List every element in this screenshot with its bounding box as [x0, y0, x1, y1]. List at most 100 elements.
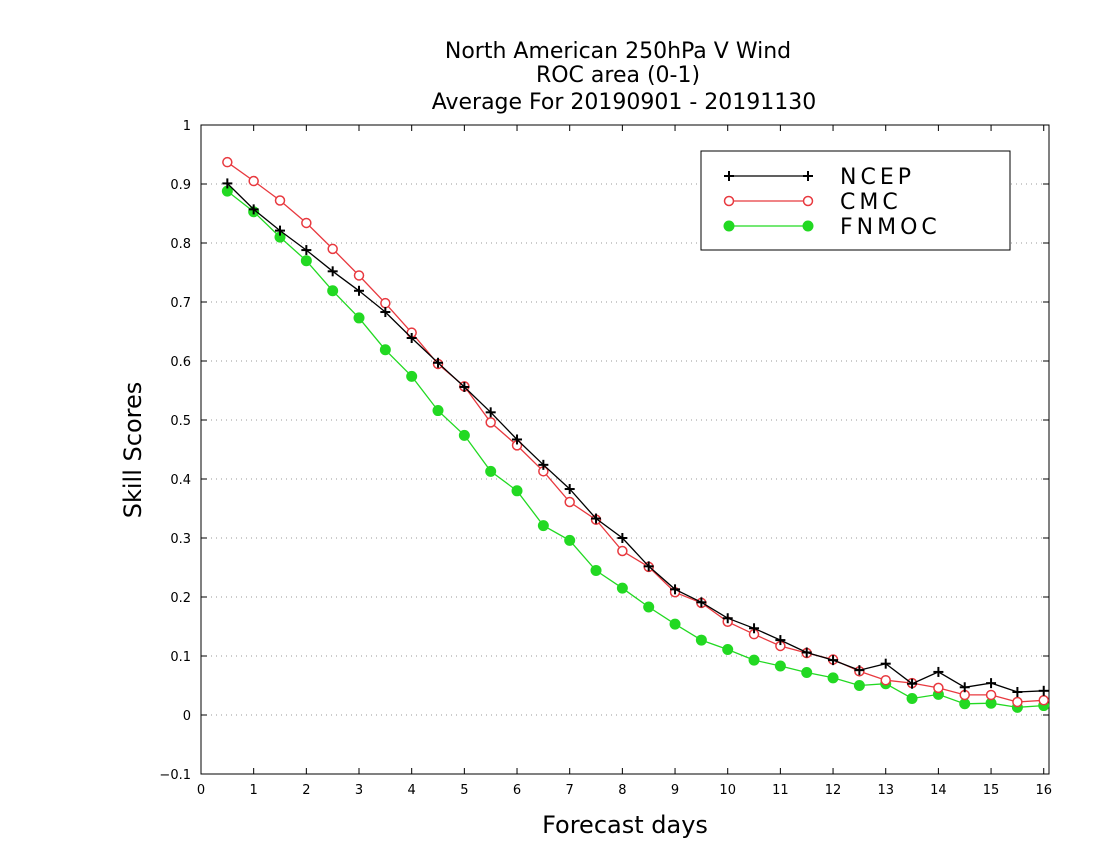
data-point-ncep [617, 533, 628, 543]
x-axis-label: Forecast days [542, 811, 708, 839]
x-tick-label: 4 [408, 783, 416, 798]
y-tick-label: 0.7 [170, 296, 191, 311]
data-point-cmc [380, 297, 391, 309]
data-point-fnmoc [906, 692, 918, 704]
data-point-ncep [538, 459, 549, 470]
data-point-ncep [933, 666, 944, 677]
data-point-ncep [828, 655, 839, 666]
series-line-fnmoc [226, 190, 1044, 708]
title-line-1: North American 250hPa V Wind [445, 39, 791, 64]
data-point-fnmoc [959, 698, 971, 710]
legend-label: CMC [840, 190, 902, 215]
y-axis: −0.1 0 0.1 0.2 0.3 0.4 0.5 0.6 0.7 0.8 0.9 1 [159, 119, 1049, 783]
y-tick-label: −0.1 [159, 768, 191, 783]
data-point-fnmoc [353, 312, 365, 324]
legend-item-cmc: CMC [723, 190, 902, 215]
data-point-cmc [933, 682, 944, 694]
data-point-cmc [617, 545, 628, 557]
data-point-ncep [775, 635, 786, 646]
legend-marker [803, 171, 813, 181]
legend-marker [723, 195, 735, 207]
data-point-cmc [301, 217, 312, 229]
data-point-fnmoc [643, 601, 655, 613]
data-point-fnmoc [774, 660, 786, 672]
grid [201, 183, 1049, 716]
title-line-3: Average For 20190901 - 20191130 [432, 90, 817, 115]
data-point-fnmoc [379, 344, 391, 356]
y-tick-label: 0.9 [170, 178, 191, 193]
x-tick-label: 10 [719, 783, 736, 798]
data-point-fnmoc [748, 654, 760, 666]
data-point-ncep [880, 658, 891, 669]
legend-item-ncep: NCEP [724, 165, 915, 190]
data-point-cmc [327, 243, 338, 255]
data-point-fnmoc [827, 672, 839, 684]
x-tick-label: 13 [877, 783, 894, 798]
x-tick-label: 5 [460, 783, 468, 798]
data-point-cmc [1012, 696, 1023, 708]
data-point-cmc [248, 175, 259, 187]
data-point-fnmoc [432, 405, 444, 417]
y-tick-label: 1 [183, 119, 191, 134]
data-point-fnmoc [590, 564, 602, 576]
x-tick-label: 6 [513, 783, 521, 798]
x-tick-label: 0 [197, 783, 205, 798]
data-point-fnmoc [406, 370, 418, 382]
data-point-fnmoc [695, 634, 707, 646]
data-point-ncep [959, 682, 970, 693]
data-point-ncep [564, 484, 575, 495]
data-point-cmc [880, 674, 891, 686]
data-point-ncep [380, 307, 391, 318]
data-point-ncep [696, 597, 707, 608]
data-point-cmc [985, 689, 997, 701]
legend-label: FNMOC [840, 215, 941, 240]
data-point-fnmoc [458, 429, 470, 441]
x-tick-label: 15 [983, 783, 1000, 798]
data-point-fnmoc [327, 285, 339, 297]
x-tick-label: 2 [302, 783, 310, 798]
x-tick-label: 7 [566, 783, 574, 798]
y-tick-label: 0.8 [170, 237, 191, 252]
data-point-cmc [274, 195, 286, 206]
y-tick-label: 0.5 [170, 414, 191, 429]
data-point-fnmoc [616, 582, 628, 594]
data-point-ncep [749, 623, 760, 634]
data-point-ncep [327, 266, 338, 277]
data-point-fnmoc [564, 534, 576, 546]
legend-label: NCEP [840, 165, 915, 190]
x-tick-label: 3 [355, 783, 363, 798]
y-axis-label: Skill Scores [119, 382, 147, 519]
legend-marker [724, 171, 734, 181]
data-point-cmc [353, 270, 365, 281]
data-point-ncep [907, 678, 918, 689]
x-tick-label: 9 [671, 783, 679, 798]
data-point-ncep [801, 647, 812, 658]
data-point-ncep [354, 285, 365, 296]
data-point-cmc [1038, 695, 1049, 706]
data-point-ncep [301, 245, 312, 256]
series-line-ncep [226, 182, 1044, 693]
data-point-fnmoc [485, 465, 497, 477]
x-tick-label: 14 [930, 783, 947, 798]
x-axis: 0 1 2 3 4 5 6 7 8 9 10 11 12 13 14 15 16 [197, 125, 1052, 798]
legend-marker [802, 220, 814, 232]
data-point-ncep [986, 678, 997, 689]
data-point-fnmoc [853, 680, 865, 691]
data-point-ncep [1038, 685, 1049, 696]
data-point-ncep [512, 434, 523, 445]
data-point-ncep [643, 561, 654, 572]
data-point-fnmoc [801, 667, 813, 679]
data-point-ncep [222, 178, 233, 189]
y-tick-label: 0 [183, 709, 191, 724]
series-ncep [222, 178, 1049, 697]
data-point-ncep [406, 332, 417, 343]
y-tick-label: 0.6 [170, 355, 191, 370]
data-point-fnmoc [300, 255, 312, 267]
data-point-ncep [275, 225, 286, 236]
data-point-ncep [248, 204, 259, 215]
x-tick-label: 12 [825, 783, 842, 798]
data-point-cmc [564, 496, 575, 508]
data-point-fnmoc [722, 644, 734, 656]
data-point-ncep [433, 357, 444, 368]
